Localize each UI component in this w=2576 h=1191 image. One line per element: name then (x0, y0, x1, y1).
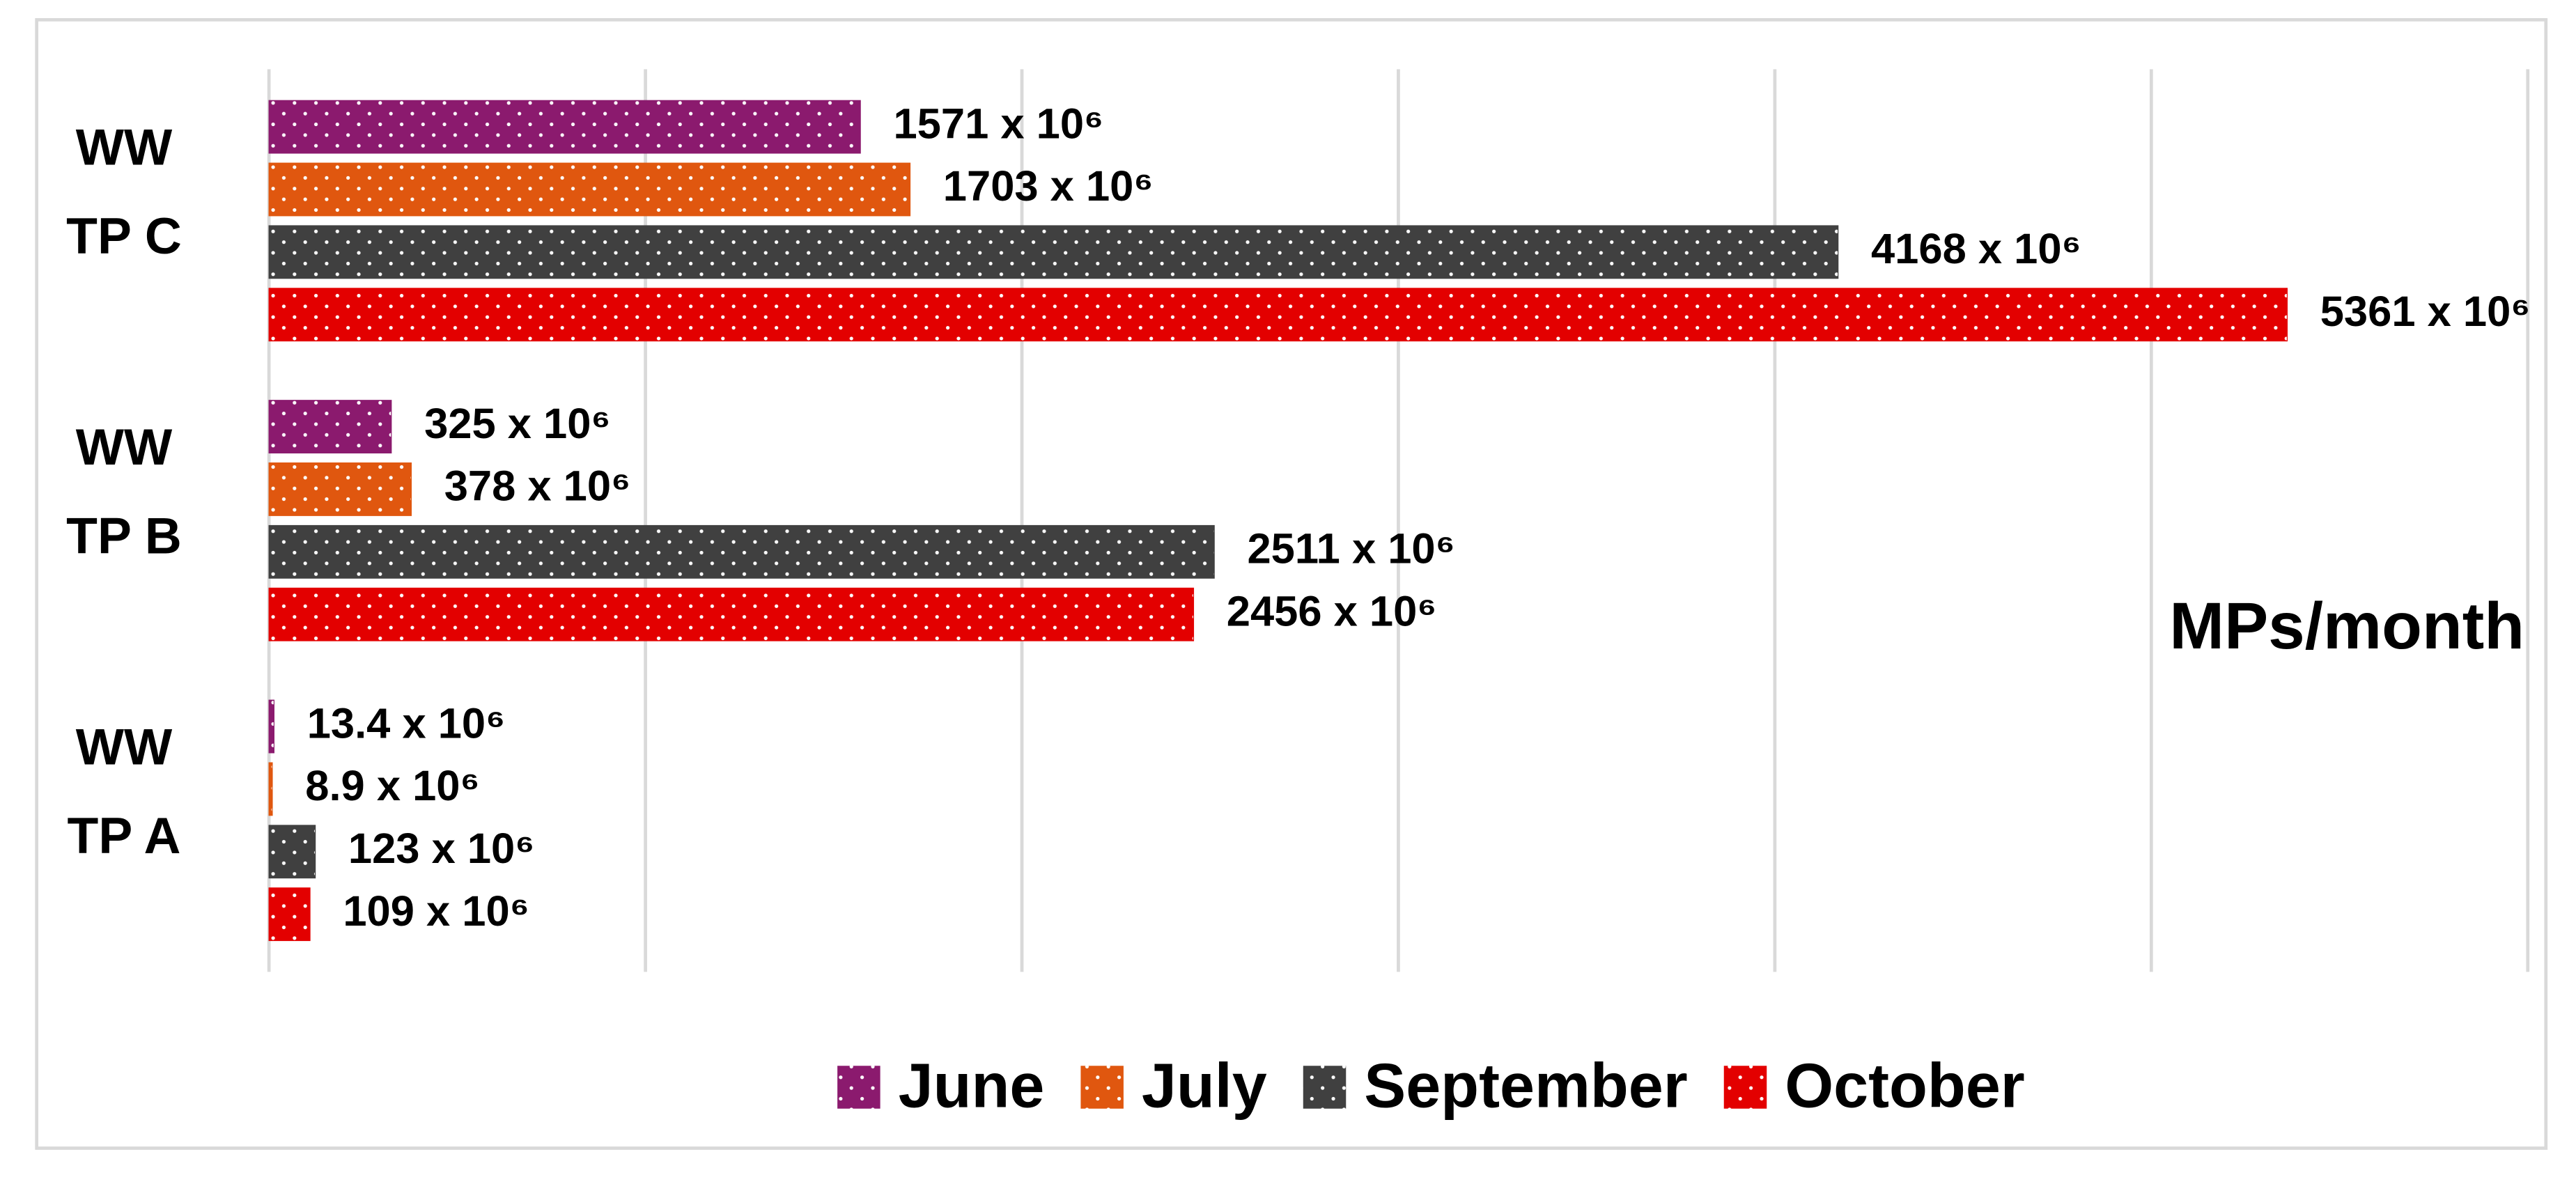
value-label: 1571 x 10⁶ (893, 100, 1103, 148)
bar (268, 762, 273, 816)
legend-swatch (1080, 1066, 1124, 1109)
legend-swatch (1303, 1066, 1347, 1109)
category-label-box: WW TP B (66, 418, 182, 566)
category-label: WW TP C (66, 118, 182, 265)
value-label: 13.4 x 10⁶ (307, 699, 506, 747)
legend-label: July (1142, 1051, 1267, 1121)
bar (268, 162, 911, 217)
bar (268, 462, 412, 516)
bar (268, 587, 1195, 641)
value-label: 378 x 10⁶ (444, 462, 631, 511)
bar (268, 225, 1839, 279)
value-label: 8.9 x 10⁶ (305, 762, 480, 810)
axis-label: MPs/month (2169, 589, 2524, 663)
bar (268, 100, 861, 154)
category-label: WW TP A (67, 718, 181, 865)
legend-label: October (1785, 1051, 2025, 1121)
category-label: WW TP B (66, 418, 182, 566)
bar (268, 288, 2288, 342)
bar (268, 825, 316, 879)
legend-swatch (837, 1066, 880, 1109)
value-label: 2511 x 10⁶ (1247, 525, 1454, 573)
category-label-box: WW TP C (66, 118, 182, 265)
value-label: 109 x 10⁶ (343, 887, 529, 935)
bar (268, 400, 392, 454)
bar (268, 887, 311, 942)
bar (268, 524, 1215, 579)
value-label: 1703 x 10⁶ (943, 162, 1154, 210)
bar (268, 699, 274, 754)
legend-label: September (1364, 1051, 1687, 1121)
value-label: 325 x 10⁶ (424, 400, 611, 448)
value-label: 2456 x 10⁶ (1227, 587, 1437, 635)
category-label-box: WW TP A (67, 718, 181, 865)
value-label: 5361 x 10⁶ (2320, 288, 2531, 336)
legend-swatch (1723, 1066, 1767, 1109)
legend-label: June (899, 1051, 1045, 1121)
value-label: 4168 x 10⁶ (1871, 225, 2081, 273)
value-label: 123 x 10⁶ (348, 825, 535, 873)
